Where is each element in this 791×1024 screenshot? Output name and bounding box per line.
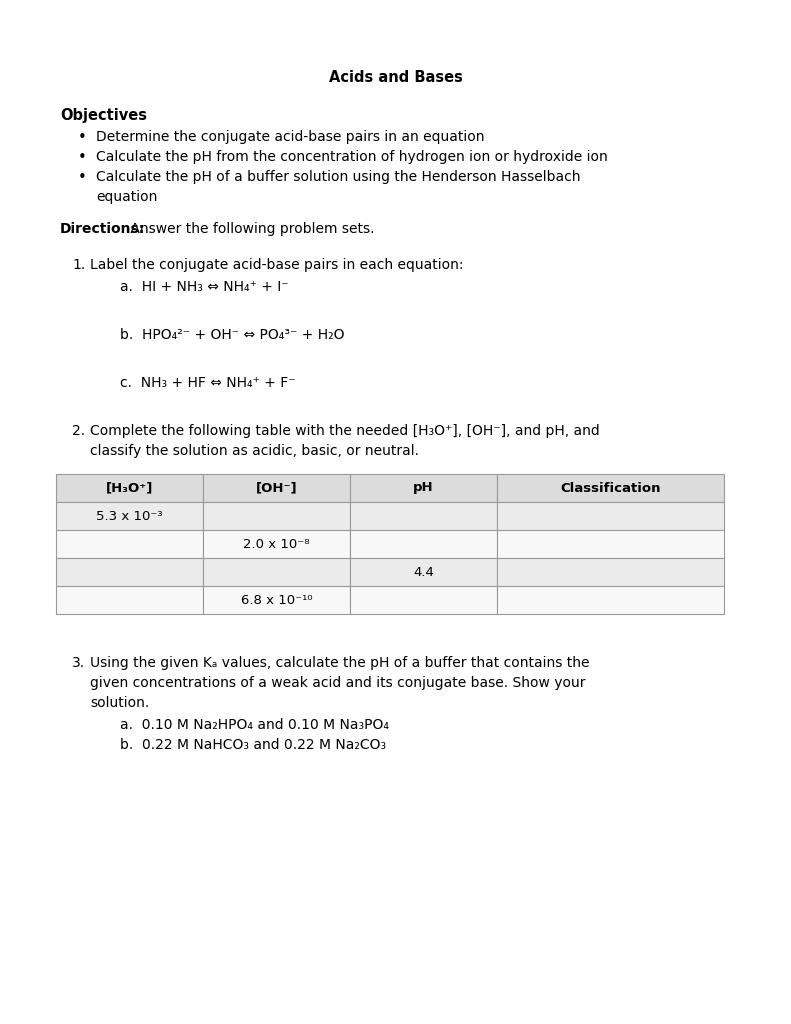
Text: Calculate the pH of a buffer solution using the Henderson Hasselbach: Calculate the pH of a buffer solution us… [96,170,581,184]
Text: solution.: solution. [90,696,149,710]
Text: given concentrations of a weak acid and its conjugate base. Show your: given concentrations of a weak acid and … [90,676,585,690]
Text: pH: pH [413,481,433,495]
Bar [56,474,203,502]
Bar [203,586,350,614]
Text: Using the given Kₐ values, calculate the pH of a buffer that contains the: Using the given Kₐ values, calculate the… [90,656,589,670]
Bar [497,586,724,614]
Text: 1.: 1. [72,258,85,272]
Text: b.  HPO₄²⁻ + OH⁻ ⇔ PO₄³⁻ + H₂O: b. HPO₄²⁻ + OH⁻ ⇔ PO₄³⁻ + H₂O [120,328,345,342]
Text: 2.0 x 10⁻⁸: 2.0 x 10⁻⁸ [243,538,310,551]
Bar [203,502,350,530]
Text: 6.8 x 10⁻¹⁰: 6.8 x 10⁻¹⁰ [240,594,312,606]
Bar [497,530,724,558]
Text: Answer the following problem sets.: Answer the following problem sets. [126,222,374,236]
Text: Label the conjugate acid-base pairs in each equation:: Label the conjugate acid-base pairs in e… [90,258,464,272]
Bar [56,502,203,530]
Bar [497,502,724,530]
Text: a.  0.10 M Na₂HPO₄ and 0.10 M Na₃PO₄: a. 0.10 M Na₂HPO₄ and 0.10 M Na₃PO₄ [120,718,389,732]
Bar [350,474,497,502]
Bar [350,530,497,558]
Bar [203,558,350,586]
Bar [350,502,497,530]
Bar [350,586,497,614]
Text: Complete the following table with the needed [H₃O⁺], [OH⁻], and pH, and: Complete the following table with the ne… [90,424,600,438]
Text: Classification: Classification [560,481,660,495]
Bar [203,474,350,502]
Text: Directions:: Directions: [60,222,146,236]
Bar [56,530,203,558]
Text: c.  NH₃ + HF ⇔ NH₄⁺ + F⁻: c. NH₃ + HF ⇔ NH₄⁺ + F⁻ [120,376,296,390]
Bar [350,558,497,586]
Bar [56,586,203,614]
Bar [56,558,203,586]
Text: 3.: 3. [72,656,85,670]
Text: 2.: 2. [72,424,85,438]
Text: [H₃O⁺]: [H₃O⁺] [106,481,153,495]
Bar [497,558,724,586]
Text: Objectives: Objectives [60,108,147,123]
Text: Acids and Bases: Acids and Bases [328,70,463,85]
Text: a.  HI + NH₃ ⇔ NH₄⁺ + I⁻: a. HI + NH₃ ⇔ NH₄⁺ + I⁻ [120,280,289,294]
Bar [203,530,350,558]
Text: classify the solution as acidic, basic, or neutral.: classify the solution as acidic, basic, … [90,444,419,458]
Text: •: • [78,130,87,145]
Text: equation: equation [96,190,157,204]
Text: b.  0.22 M NaHCO₃ and 0.22 M Na₂CO₃: b. 0.22 M NaHCO₃ and 0.22 M Na₂CO₃ [120,738,386,752]
Bar [497,474,724,502]
Text: Calculate the pH from the concentration of hydrogen ion or hydroxide ion: Calculate the pH from the concentration … [96,150,607,164]
Text: •: • [78,170,87,185]
Text: 4.4: 4.4 [413,565,433,579]
Text: •: • [78,150,87,165]
Text: [OH⁻]: [OH⁻] [255,481,297,495]
Text: Determine the conjugate acid-base pairs in an equation: Determine the conjugate acid-base pairs … [96,130,485,144]
Text: 5.3 x 10⁻³: 5.3 x 10⁻³ [97,510,163,522]
